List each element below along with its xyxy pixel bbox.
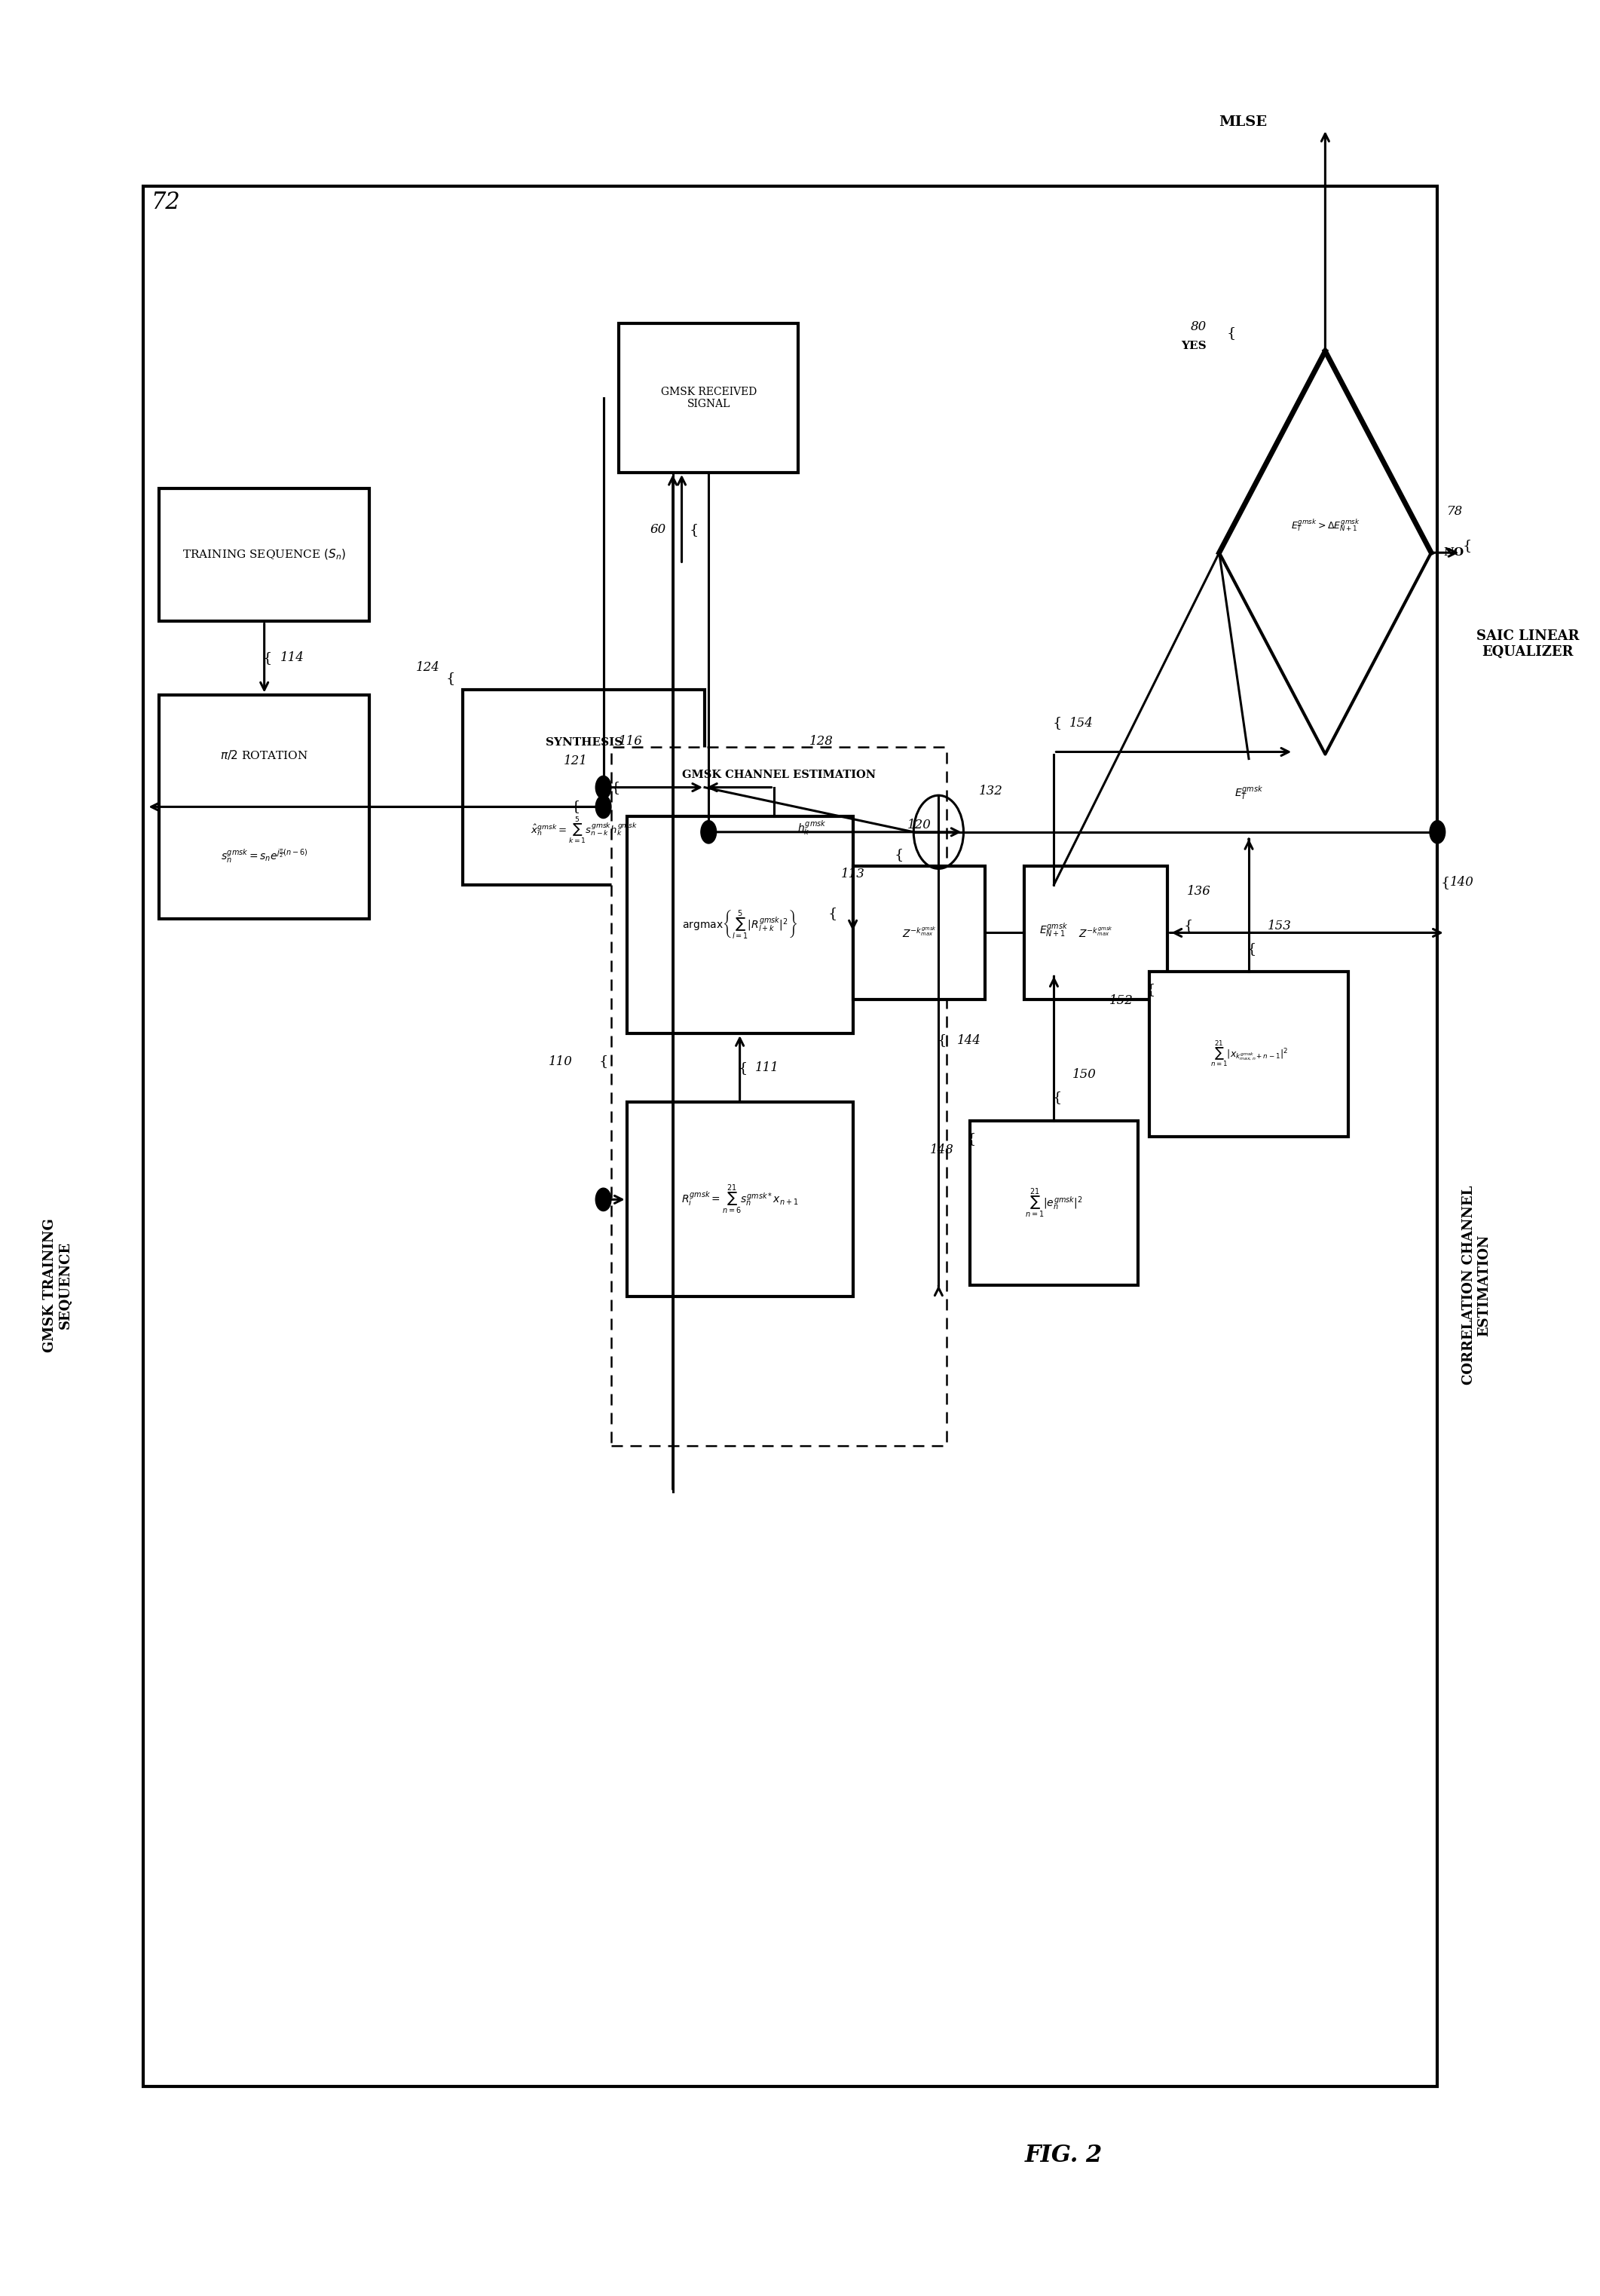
FancyBboxPatch shape [144, 186, 1437, 2087]
Text: $\pi/2$ ROTATION: $\pi/2$ ROTATION [221, 748, 309, 762]
Text: 154: 154 [1069, 716, 1093, 730]
FancyBboxPatch shape [970, 1120, 1138, 1286]
FancyBboxPatch shape [611, 746, 946, 1446]
Text: $\sum_{n=1}^{21}|x_{k_{max,n}^{gmsk}+n-1}|^2$: $\sum_{n=1}^{21}|x_{k_{max,n}^{gmsk}+n-1… [1210, 1040, 1288, 1070]
Text: SAIC LINEAR
EQUALIZER: SAIC LINEAR EQUALIZER [1477, 629, 1579, 659]
Text: 60: 60 [650, 523, 666, 537]
Text: 153: 153 [1267, 918, 1291, 932]
FancyBboxPatch shape [627, 815, 853, 1033]
FancyBboxPatch shape [158, 489, 370, 622]
Text: 121: 121 [563, 755, 587, 767]
Text: {: { [966, 1132, 976, 1146]
Text: NO: NO [1443, 546, 1464, 558]
Text: 136: 136 [1187, 886, 1211, 898]
Text: $\sum_{n=1}^{21}|e_n^{gmsk}|^2$: $\sum_{n=1}^{21}|e_n^{gmsk}|^2$ [1026, 1187, 1083, 1219]
Text: 80: 80 [1190, 319, 1206, 333]
FancyBboxPatch shape [619, 324, 798, 473]
FancyBboxPatch shape [853, 866, 986, 999]
Text: 152: 152 [1109, 994, 1133, 1008]
Text: {: { [827, 907, 837, 921]
Text: $E_T^{gmsk}$: $E_T^{gmsk}$ [1234, 785, 1264, 801]
Text: GMSK TRAINING
SEQUENCE: GMSK TRAINING SEQUENCE [43, 1219, 72, 1352]
Text: 150: 150 [1072, 1068, 1096, 1081]
FancyBboxPatch shape [158, 696, 370, 918]
Circle shape [595, 1187, 611, 1210]
Circle shape [595, 794, 611, 817]
Text: 124: 124 [416, 661, 440, 673]
Text: 116: 116 [619, 735, 643, 748]
Text: 140: 140 [1450, 877, 1474, 889]
Text: {: { [1146, 983, 1155, 996]
Text: $E_T^{gmsk} > \Delta E_{N+1}^{gmsk}$: $E_T^{gmsk} > \Delta E_{N+1}^{gmsk}$ [1291, 517, 1360, 533]
Text: 144: 144 [957, 1033, 981, 1047]
Text: 120: 120 [907, 820, 931, 831]
Text: GMSK RECEIVED
SIGNAL: GMSK RECEIVED SIGNAL [661, 386, 757, 409]
Text: SYNTHESIS: SYNTHESIS [546, 737, 622, 748]
Text: $s_n^{gmsk} = s_n e^{j\frac{\pi}{2}(n-6)}$: $s_n^{gmsk} = s_n e^{j\frac{\pi}{2}(n-6)… [221, 847, 307, 866]
Text: 111: 111 [755, 1061, 779, 1075]
Circle shape [701, 820, 717, 843]
Text: 113: 113 [842, 868, 866, 882]
Text: {: { [571, 799, 579, 813]
Text: MLSE: MLSE [1219, 115, 1267, 129]
Text: CORRELATION CHANNEL
ESTIMATION: CORRELATION CHANNEL ESTIMATION [1462, 1185, 1491, 1384]
Circle shape [595, 776, 611, 799]
Text: $\hat{x}_n^{gmsk} = \sum_{k=1}^{5} s_{n-k}^{gmsk} h_k^{gmsk}$: $\hat{x}_n^{gmsk} = \sum_{k=1}^{5} s_{n-… [530, 815, 637, 845]
Text: {: { [446, 673, 456, 687]
Text: $R_i^{gmsk} = \sum_{n=6}^{21} s_n^{gmsk*} x_{n+1}$: $R_i^{gmsk} = \sum_{n=6}^{21} s_n^{gmsk*… [682, 1182, 798, 1217]
Text: $\mathrm{argmax}\left\{\sum_{l=1}^{5}|R_{l+k}^{gmsk}|^2\right\}$: $\mathrm{argmax}\left\{\sum_{l=1}^{5}|R_… [682, 909, 797, 941]
Text: 148: 148 [930, 1143, 954, 1157]
Text: $Z^{-k_{max}^{gmsk}}$: $Z^{-k_{max}^{gmsk}}$ [1078, 925, 1114, 939]
Text: {: { [1462, 540, 1472, 553]
Circle shape [1430, 820, 1445, 843]
FancyBboxPatch shape [627, 1102, 853, 1297]
Text: $Z^{-k_{max}^{gmsk}}$: $Z^{-k_{max}^{gmsk}}$ [902, 925, 936, 939]
Text: TRAINING SEQUENCE $(S_n)$: TRAINING SEQUENCE $(S_n)$ [182, 549, 346, 563]
Text: 114: 114 [280, 652, 304, 664]
Text: {: { [938, 1033, 946, 1047]
Text: 72: 72 [152, 191, 181, 214]
Text: {: { [690, 523, 699, 537]
FancyBboxPatch shape [1024, 866, 1168, 999]
FancyBboxPatch shape [1149, 971, 1349, 1137]
Text: $h_k^{gmsk}$: $h_k^{gmsk}$ [797, 817, 826, 836]
Text: GMSK CHANNEL ESTIMATION: GMSK CHANNEL ESTIMATION [682, 769, 875, 781]
Text: {: { [1248, 941, 1256, 955]
Text: {: { [894, 847, 904, 861]
Text: 132: 132 [979, 785, 1003, 797]
Text: {: { [611, 781, 621, 794]
Text: {: { [1053, 1091, 1062, 1104]
Text: FIG. 2: FIG. 2 [1024, 2144, 1102, 2167]
Text: 128: 128 [810, 735, 834, 748]
Text: {: { [262, 652, 272, 666]
Text: {: { [1053, 716, 1062, 730]
Text: $E_{N+1}^{gmsk}$: $E_{N+1}^{gmsk}$ [1040, 921, 1069, 939]
Text: {: { [738, 1061, 747, 1075]
Text: {: { [1227, 326, 1237, 340]
FancyBboxPatch shape [462, 691, 704, 884]
Text: 110: 110 [549, 1056, 573, 1068]
Text: 78: 78 [1446, 505, 1462, 519]
Text: YES: YES [1181, 340, 1206, 351]
Text: {: { [1440, 875, 1450, 889]
Text: {: { [598, 1054, 608, 1068]
Text: {: { [1184, 918, 1192, 932]
